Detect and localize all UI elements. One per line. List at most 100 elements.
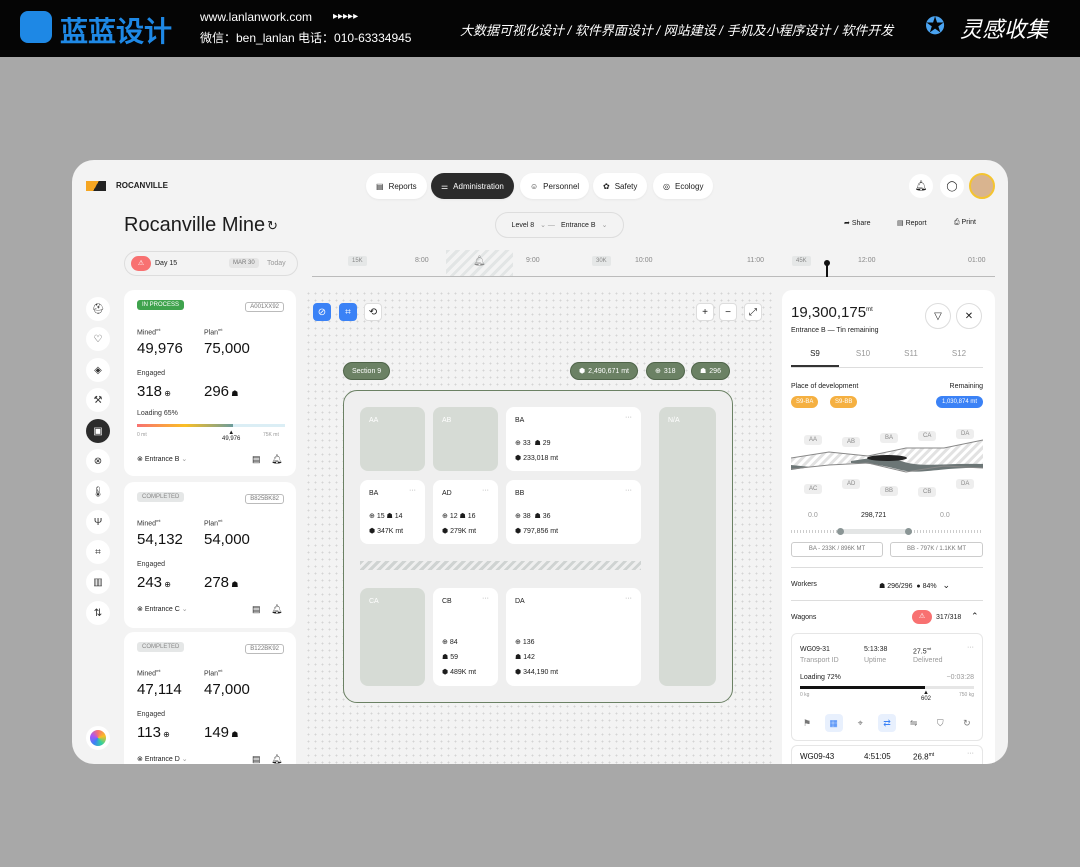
- plan-value: 54,000: [204, 531, 250, 548]
- tile-ab[interactable]: AB: [433, 407, 498, 471]
- grid-icon[interactable]: ▦: [824, 714, 843, 732]
- tile-da[interactable]: DA ··· ⊕ 136 ☗ 142 ⬢ 344,190 mt: [506, 588, 641, 686]
- wagon-card[interactable]: WG09-43 4:51:05 26.8mt ···: [791, 745, 983, 764]
- area-tool-icon[interactable]: ⌗: [339, 303, 357, 321]
- tile-name: CB: [442, 598, 452, 605]
- shield-icon[interactable]: ⛉: [936, 717, 944, 728]
- section-label[interactable]: Section 9: [343, 362, 391, 380]
- map-icon[interactable]: ▣: [86, 419, 110, 443]
- chevron-up-icon[interactable]: ⌃: [971, 611, 979, 621]
- tab-s9[interactable]: S9: [791, 349, 839, 367]
- document-icon[interactable]: ▤: [252, 454, 261, 464]
- print-button[interactable]: ⎙ Print: [954, 219, 976, 226]
- helmet-icon[interactable]: ⛑: [86, 297, 110, 321]
- thermometer-icon[interactable]: 🌡︎: [86, 480, 110, 504]
- avatar[interactable]: [969, 173, 995, 199]
- nav-reports[interactable]: ▤ Reports: [366, 173, 427, 199]
- tab-s11[interactable]: S11: [904, 349, 918, 358]
- drill-icon[interactable]: ⚒: [86, 388, 110, 412]
- more-icon[interactable]: ···: [625, 595, 632, 602]
- more-icon[interactable]: ···: [482, 595, 489, 602]
- tile-aa[interactable]: AA: [360, 407, 425, 471]
- entrance-select[interactable]: ⊗ Entrance C ⌄: [137, 606, 188, 613]
- zoom-out-button[interactable]: −: [719, 303, 737, 321]
- place-chip[interactable]: S9-BB: [830, 396, 858, 408]
- tile-ca[interactable]: CA: [360, 588, 425, 686]
- more-icon[interactable]: ···: [625, 414, 632, 421]
- level-select[interactable]: Level 8: [511, 221, 535, 229]
- diamond-icon[interactable]: ◈: [86, 358, 110, 382]
- scan-icon[interactable]: ⌗: [86, 540, 110, 564]
- route-icon[interactable]: ⇅: [86, 601, 110, 625]
- timeline-cursor[interactable]: [826, 262, 828, 277]
- timeline-axis[interactable]: [312, 276, 995, 277]
- location-icon[interactable]: ⌖: [857, 717, 863, 728]
- tile-ad[interactable]: AD ··· ⊕ 12 ☗ 16 ⬢ 279K mt: [433, 480, 498, 544]
- more-icon[interactable]: ···: [967, 750, 974, 757]
- bus-icon[interactable]: ▥: [86, 570, 110, 594]
- range-selection: [840, 529, 908, 534]
- chevron-down-icon[interactable]: ⌄: [942, 580, 951, 590]
- entrance-select[interactable]: ⊗ Entrance B ⌄: [137, 456, 188, 463]
- select-tool-icon[interactable]: ⊘: [313, 303, 331, 321]
- timeline-time: 01:00: [968, 257, 986, 264]
- bell-icon[interactable]: 🔔︎: [271, 604, 283, 614]
- nav-administration[interactable]: ⚌ Administration: [431, 173, 514, 199]
- utensils-icon[interactable]: Ψ: [86, 510, 110, 534]
- tile-cb[interactable]: CB ··· ⊕ 84 ☗ 59 ⬢ 489K mt: [433, 588, 498, 686]
- wagon-card[interactable]: WG09-31 Transport ID 5:13:38 Uptime 27.5…: [791, 633, 983, 741]
- location-filter[interactable]: Level 8 ⌄ — Entrance B ⌄: [495, 212, 624, 238]
- range-handle-left[interactable]: [837, 528, 844, 535]
- filter-icon[interactable]: ▽: [925, 303, 951, 329]
- entrance-select[interactable]: Entrance B: [560, 221, 596, 229]
- flag-icon[interactable]: ⚑: [802, 717, 812, 728]
- tile-ba[interactable]: BA ··· ⊕ 15 ☗ 14 ⬢ 347K mt: [360, 480, 425, 544]
- more-icon[interactable]: ···: [967, 644, 974, 651]
- mine-card[interactable]: COMPLETED B825BK82 Minedmt Planmt 54,132…: [124, 482, 296, 628]
- place-chip[interactable]: S9-BA: [791, 396, 819, 408]
- chat-icon[interactable]: ◯: [940, 174, 964, 198]
- tab-s10[interactable]: S10: [855, 349, 871, 358]
- more-icon[interactable]: ···: [482, 487, 489, 494]
- refresh-icon[interactable]: ↻: [267, 218, 278, 233]
- entrance-select[interactable]: ⊗ Entrance D ⌄: [137, 756, 188, 763]
- nav-safety[interactable]: ✿ Safety: [593, 173, 648, 199]
- tile-na[interactable]: N/A: [659, 407, 716, 686]
- lasso-tool-icon[interactable]: ⟲: [364, 303, 382, 321]
- document-icon[interactable]: ▤: [252, 754, 261, 764]
- report-button[interactable]: ▤ Report: [897, 220, 927, 227]
- tile-ba[interactable]: BA ··· ⊕ 33 ☗ 29 ⬢ 233,018 mt: [506, 407, 641, 471]
- tile-tonnage: 347K mt: [377, 528, 404, 535]
- fullscreen-button[interactable]: ⤢: [744, 303, 762, 321]
- range-chip[interactable]: BB - 797K / 1.1KK MT: [890, 542, 983, 557]
- workers-icon: ☗: [700, 368, 707, 375]
- tab-s12[interactable]: S12: [951, 349, 967, 358]
- more-icon[interactable]: ···: [625, 487, 632, 494]
- mine-card[interactable]: COMPLETED B122BK92 Minedmt Planmt 47,114…: [124, 632, 296, 764]
- history-icon[interactable]: ↻: [963, 717, 971, 728]
- globe-icon[interactable]: ⊗: [86, 449, 110, 473]
- swap-icon[interactable]: ⇄: [877, 714, 896, 732]
- zoom-in-button[interactable]: +: [696, 303, 714, 321]
- mine-card[interactable]: IN PROCESS A001XX92 Minedmt Planmt 49,97…: [124, 290, 296, 476]
- nav-ecology[interactable]: ◎ Ecology: [653, 173, 714, 199]
- share-button[interactable]: ➦ Share: [844, 220, 871, 227]
- workers-summary[interactable]: ☗ 296/296 ● 84% ⌄: [879, 580, 951, 590]
- heart-icon[interactable]: ♡: [86, 327, 110, 351]
- close-icon[interactable]: ✕: [956, 303, 982, 329]
- wagons-count: 317/318: [936, 614, 962, 621]
- connect-icon[interactable]: ⇋: [909, 717, 918, 728]
- tile-workers: 14: [394, 513, 403, 520]
- bell-alert-icon[interactable]: 🔔︎: [271, 454, 283, 464]
- color-wheel-icon[interactable]: [86, 726, 110, 750]
- more-icon[interactable]: ···: [409, 487, 416, 494]
- timeline-cursor-handle[interactable]: [824, 260, 830, 266]
- tile-bb[interactable]: BB ··· ⊕ 38 ☗ 36 ⬢ 797,856 mt: [506, 480, 641, 544]
- range-handle-right[interactable]: [905, 528, 912, 535]
- document-icon[interactable]: ▤: [252, 604, 261, 614]
- bell-icon[interactable]: 🔔︎: [909, 174, 933, 198]
- range-chip[interactable]: BA - 233K / 896K MT: [791, 542, 883, 557]
- day-selector[interactable]: ⚠ Day 15 MAR 30 Today: [124, 251, 298, 276]
- bell-icon[interactable]: 🔔︎: [271, 754, 283, 764]
- nav-personnel[interactable]: ☺ Personnel: [520, 173, 590, 199]
